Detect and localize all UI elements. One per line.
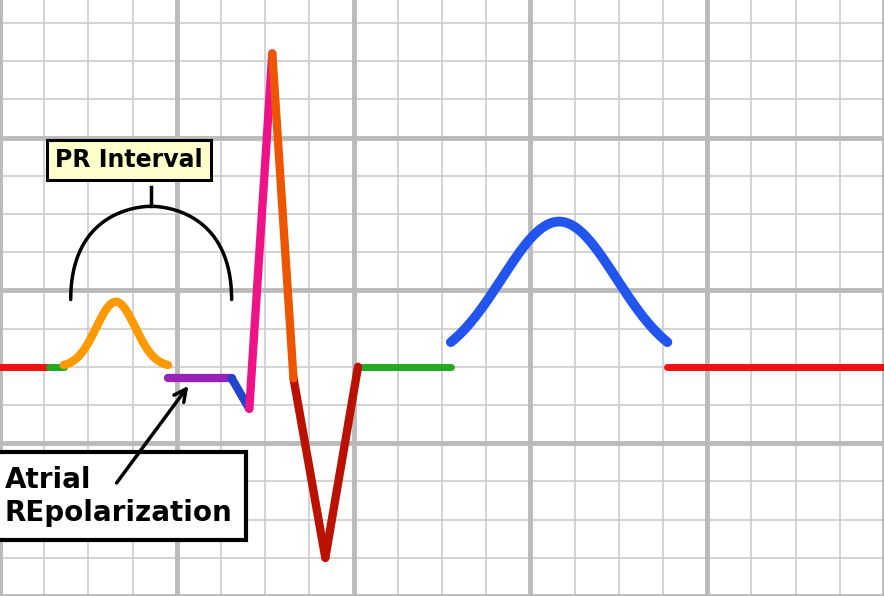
Text: PR Interval: PR Interval xyxy=(55,148,202,172)
Text: Atrial
REpolarization: Atrial REpolarization xyxy=(4,466,232,526)
